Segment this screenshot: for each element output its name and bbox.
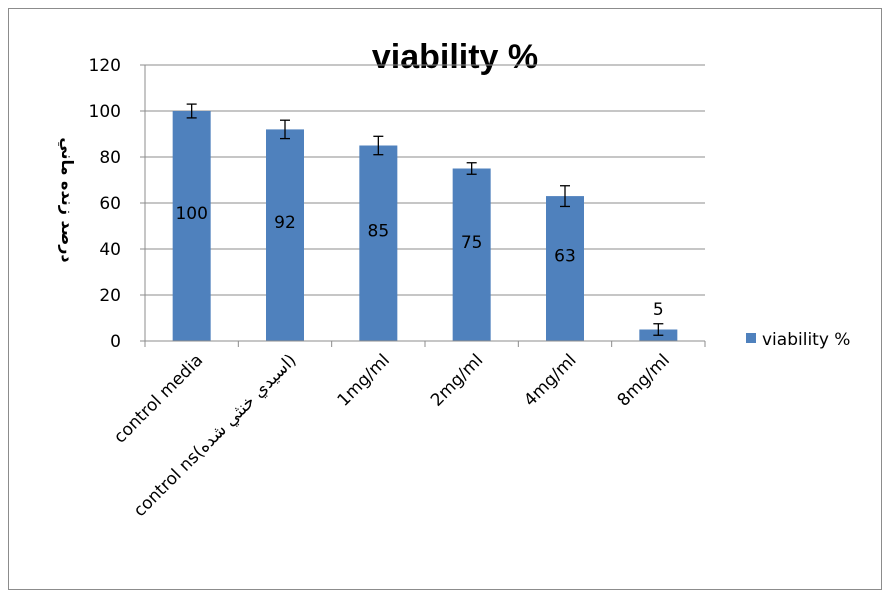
chart-frame [8, 8, 882, 590]
y-tick-label: 100 [89, 102, 121, 122]
legend-label: viability % [762, 330, 850, 350]
x-category-label: 8mg/ml [614, 350, 674, 410]
bar [452, 168, 491, 341]
data-label: 85 [368, 221, 390, 241]
y-axis-label: درصد زنده ماني [57, 137, 77, 262]
y-tick-label: 80 [99, 148, 121, 168]
x-category-label: 1mg/ml [334, 350, 394, 410]
y-tick-label: 120 [89, 56, 121, 76]
data-label: 100 [175, 204, 207, 224]
legend: viability % [746, 330, 850, 350]
bar [359, 145, 398, 341]
gridlines [145, 64, 705, 296]
data-label: 92 [274, 213, 296, 233]
y-axis-ticks: 0 20 40 60 80 100 120 [89, 56, 145, 352]
x-category-label: control media [110, 350, 207, 447]
axes [144, 65, 706, 347]
y-tick-label: 40 [99, 240, 121, 260]
x-category-label: control ns(اسيدي خنثي شده) [130, 350, 301, 521]
x-category-label: 2mg/ml [427, 350, 487, 410]
data-label: 75 [461, 233, 483, 253]
data-label: 63 [554, 247, 576, 267]
x-category-label: 4mg/ml [520, 350, 580, 410]
y-tick-label: 0 [110, 332, 121, 352]
y-tick-label: 20 [99, 286, 121, 306]
chart-title: viability % [372, 38, 538, 76]
bars: 100 92 85 75 63 5 [172, 103, 678, 341]
y-tick-label: 60 [99, 194, 121, 214]
data-label: 5 [653, 300, 664, 320]
bar [266, 129, 304, 341]
bar [172, 111, 211, 341]
legend-swatch [746, 333, 756, 343]
bar [546, 196, 584, 341]
